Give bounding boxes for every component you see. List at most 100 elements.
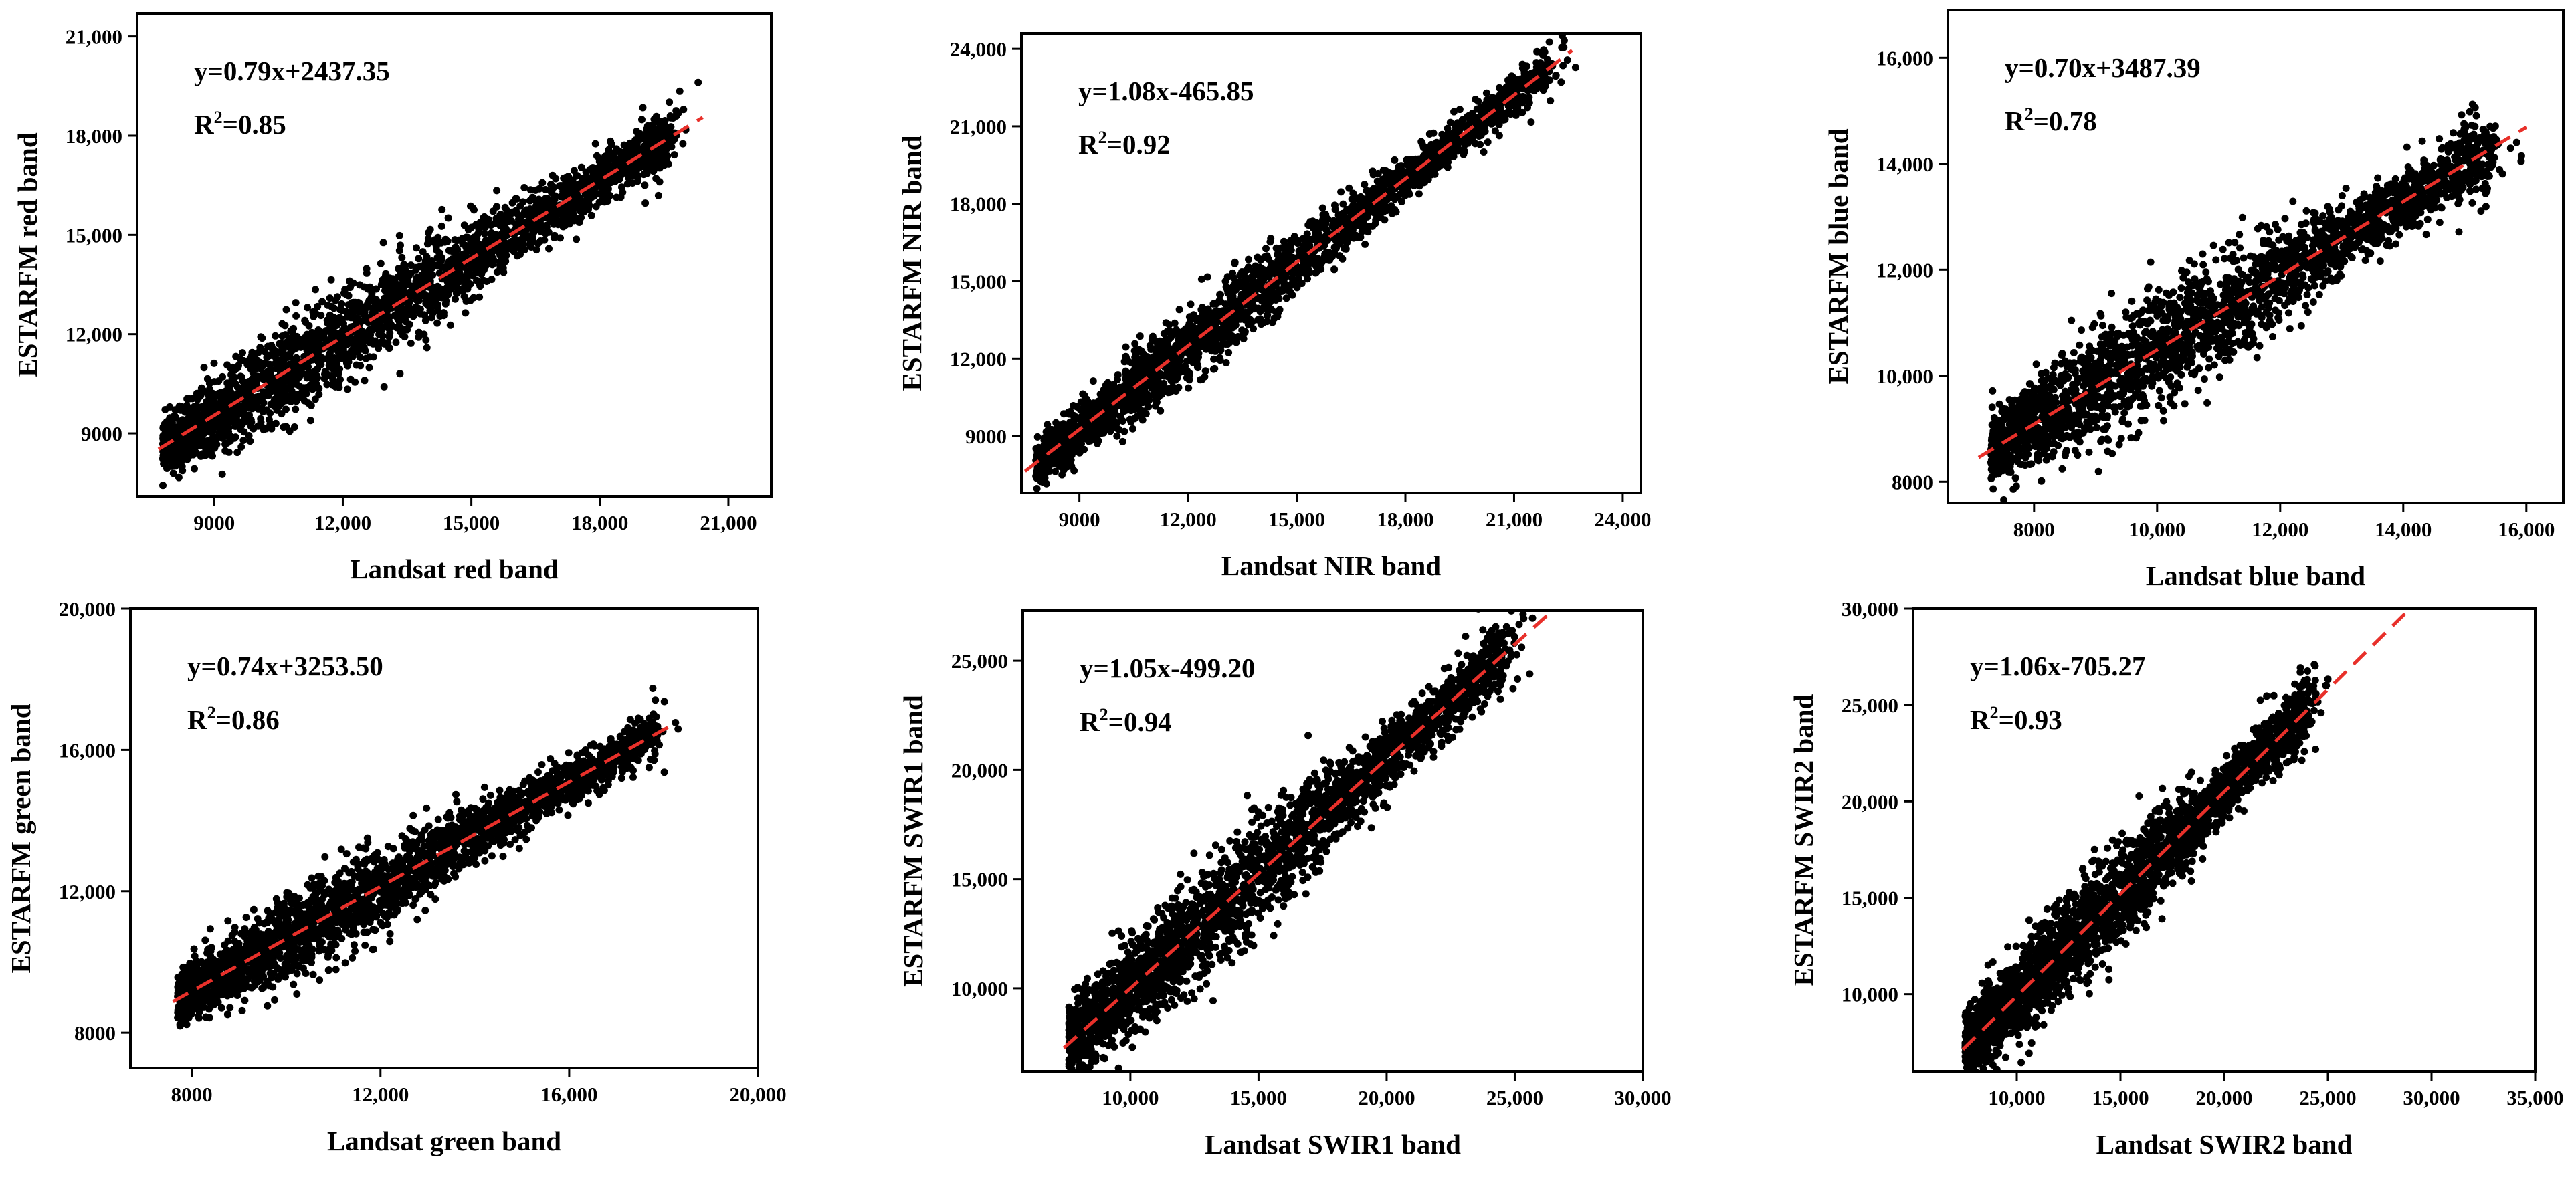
data-point <box>1185 376 1193 384</box>
data-point <box>213 433 221 441</box>
data-point <box>641 181 649 189</box>
data-point <box>1044 421 1052 429</box>
data-point <box>175 473 183 481</box>
r-squared-prefix: R <box>194 109 214 140</box>
data-point <box>178 463 186 471</box>
data-point <box>191 437 199 445</box>
data-point <box>623 146 631 154</box>
data-point <box>618 164 626 172</box>
data-point <box>650 133 658 141</box>
data-point <box>674 109 682 117</box>
data-point <box>185 450 193 458</box>
data-point <box>422 336 430 344</box>
data-point <box>1361 181 1369 189</box>
y-axis-label: ESTARFM red band <box>12 132 43 377</box>
data-point <box>652 112 660 120</box>
data-point <box>516 251 524 258</box>
data-point <box>318 298 326 306</box>
data-point <box>1331 201 1339 209</box>
data-point <box>1033 433 1042 441</box>
data-point <box>1205 318 1213 326</box>
data-point <box>400 270 407 278</box>
data-point <box>1136 332 1144 340</box>
data-point <box>1079 390 1087 398</box>
data-point <box>433 319 441 327</box>
y-tick-label: 12,000 <box>66 323 122 346</box>
data-point <box>373 322 381 330</box>
data-point <box>426 292 434 300</box>
data-point <box>209 389 217 397</box>
data-point <box>218 470 226 478</box>
data-point <box>1185 384 1193 392</box>
data-point <box>306 373 314 381</box>
data-point <box>601 166 609 173</box>
data-point <box>1546 76 1554 84</box>
data-point <box>1245 255 1252 263</box>
data-point <box>247 376 256 384</box>
x-axis-label: Landsat red band <box>350 554 559 584</box>
data-point <box>326 294 334 302</box>
data-point <box>558 206 566 214</box>
data-point <box>536 227 544 235</box>
data-point <box>344 352 352 360</box>
data-point <box>474 257 482 265</box>
data-point <box>504 230 512 238</box>
data-point <box>210 359 218 367</box>
data-point <box>1281 245 1289 253</box>
data-point <box>462 309 470 317</box>
data-point <box>254 422 262 430</box>
data-point <box>438 205 446 213</box>
data-point <box>385 344 393 352</box>
data-point <box>432 243 440 251</box>
data-point <box>231 373 239 381</box>
data-point <box>1163 364 1171 372</box>
data-point <box>369 353 377 361</box>
data-point <box>633 140 641 148</box>
data-point <box>423 240 431 248</box>
data-point <box>183 395 191 403</box>
data-point <box>1216 354 1223 362</box>
data-point <box>548 186 556 194</box>
data-point <box>519 198 527 206</box>
data-point <box>415 297 423 305</box>
data-point <box>189 395 197 403</box>
data-point <box>1138 416 1147 424</box>
data-point <box>199 421 207 429</box>
data-point <box>301 316 309 324</box>
data-point <box>226 434 234 441</box>
data-point <box>179 448 187 455</box>
data-point <box>487 251 494 259</box>
data-point <box>463 277 471 285</box>
data-point <box>1444 134 1452 141</box>
data-point <box>247 423 255 430</box>
data-point <box>587 211 595 219</box>
data-point <box>1108 384 1116 392</box>
data-point <box>489 234 497 242</box>
data-point <box>274 390 282 398</box>
data-point <box>320 329 328 337</box>
data-point <box>266 361 274 369</box>
data-point <box>598 158 606 167</box>
data-point <box>1319 211 1327 219</box>
data-point <box>163 465 171 472</box>
data-point <box>663 144 671 152</box>
data-point <box>1417 138 1425 146</box>
data-point <box>1151 402 1159 410</box>
data-point <box>412 263 420 272</box>
data-point <box>666 112 674 120</box>
data-point <box>413 244 420 252</box>
data-point <box>1185 369 1193 377</box>
data-point <box>1510 84 1518 92</box>
data-point <box>359 317 367 325</box>
data-point <box>445 277 453 285</box>
data-point <box>1365 190 1373 198</box>
data-point <box>366 339 374 347</box>
data-point <box>1227 336 1235 344</box>
data-point <box>290 362 298 370</box>
data-point <box>1263 312 1271 320</box>
data-point <box>1484 138 1492 146</box>
data-point <box>243 360 252 368</box>
data-point <box>577 163 585 171</box>
data-point <box>168 423 176 431</box>
data-point <box>427 304 435 312</box>
